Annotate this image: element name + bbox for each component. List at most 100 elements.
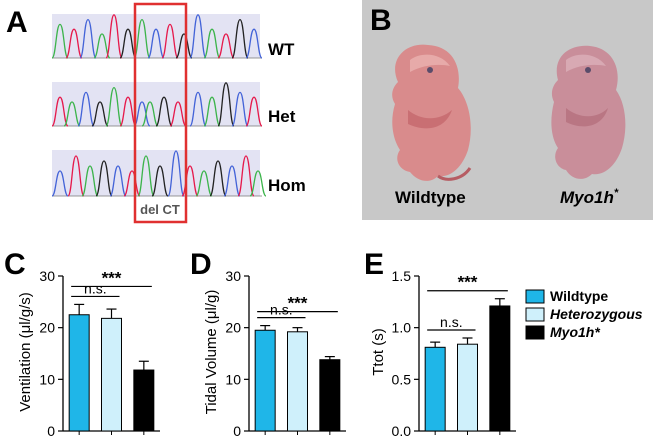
chromatogram-peak — [231, 91, 249, 127]
chromatogram-peak — [105, 86, 123, 127]
chromatogram-peak — [189, 14, 207, 59]
legend: Wildtype Heterozygous Myo1h* — [525, 288, 643, 340]
chromatogram-peak — [181, 165, 199, 197]
chromatogram-peak — [237, 155, 255, 197]
wildtype-pup-image — [392, 44, 472, 181]
panel-b-photo: B Wildtype Myo1h* — [362, 0, 653, 220]
chromatogram-peak — [217, 82, 235, 127]
chromatogram-peak — [51, 23, 69, 59]
chromatogram-peak — [189, 91, 207, 127]
chromatogram-peak — [167, 150, 185, 197]
chromatogram-peak — [91, 101, 109, 127]
chromatogram-peak — [77, 91, 95, 127]
legend-label-mutant: Myo1h* — [550, 324, 600, 340]
mutant-photo-label-superscript: * — [614, 187, 619, 199]
chromatogram-peak — [203, 28, 221, 59]
chromatogram-peak — [147, 28, 165, 59]
chromatogram-peak — [133, 101, 151, 127]
chromatogram-peak — [231, 18, 249, 59]
chromatogram-peak — [209, 160, 227, 197]
legend-swatch-wildtype — [525, 289, 545, 304]
y-tick-label: 1.0 — [392, 320, 412, 336]
y-tick-label: 10 — [39, 371, 55, 387]
chromatogram-peak — [217, 33, 235, 59]
panel-d-letter: D — [190, 248, 212, 281]
bar-wildtype — [424, 346, 446, 432]
chromatogram-peak — [245, 96, 263, 127]
chromatogram-peak — [175, 33, 193, 59]
chromatogram-peak — [169, 101, 187, 127]
chromatogram-peak — [79, 18, 97, 59]
mutant-photo-label: Myo1h* — [560, 187, 619, 207]
bar-wildtype — [254, 329, 276, 432]
panel-e-plot: 0.0 0.5 1.0 1.5 n.s. *** — [392, 268, 516, 439]
panel-a-chromatogram: A del CT WT Het Hom — [6, 2, 306, 224]
bar-myo1h- — [489, 305, 511, 432]
y-tick-label: 0 — [233, 423, 241, 439]
panel-a-letter: A — [6, 6, 28, 39]
chromatogram-peak — [161, 23, 179, 59]
row-label-het: Het — [268, 107, 296, 126]
legend-swatch-heterozygous — [525, 307, 545, 322]
chromatogram-peak — [245, 28, 263, 59]
chromatogram-peak — [67, 155, 85, 197]
legend-swatch-mutant — [525, 325, 545, 340]
significance-label: n.s. — [270, 302, 293, 318]
chromatogram-peak — [119, 28, 137, 59]
panel-e-ylabel: Ttot (s) — [370, 328, 387, 376]
row-label-hom: Hom — [268, 176, 306, 195]
chromatogram-peak — [109, 165, 127, 197]
chromatogram-peak — [65, 28, 83, 59]
y-tick-label: 0.0 — [392, 423, 412, 439]
chromatogram-peak — [203, 96, 221, 127]
chromatogram-shade — [52, 82, 260, 126]
chromatogram-peak — [249, 170, 267, 197]
panel-c-letter: C — [4, 248, 26, 281]
y-tick-label: 30 — [39, 268, 55, 284]
chromatogram-peak — [51, 96, 69, 127]
chromatogram-peak — [93, 33, 111, 59]
row-label-wt: WT — [268, 40, 295, 59]
chromatogram-shade — [52, 14, 260, 58]
chromatogram-peak — [119, 96, 137, 127]
significance-label: *** — [458, 273, 478, 292]
y-tick-label: 20 — [39, 320, 55, 336]
chromatogram-peak — [51, 170, 69, 197]
chromatogram-peak — [155, 96, 173, 127]
significance-label: *** — [288, 294, 308, 313]
chromatogram-peak — [133, 18, 151, 59]
panel-e-chart: E Ttot (s) 0.0 0.5 1.0 1.5 n.s. *** — [364, 248, 516, 439]
bar-heterozygous — [287, 331, 308, 432]
mutant-pup-image — [551, 45, 626, 179]
y-tick-label: 20 — [225, 320, 241, 336]
chromatogram-traces — [51, 14, 267, 197]
chromatogram-peak — [63, 101, 81, 127]
deletion-highlight-box — [133, 2, 188, 224]
bar-heterozygous — [101, 317, 122, 432]
panel-e-letter: E — [364, 248, 384, 281]
mutant-photo-label-main: Myo1h — [560, 188, 614, 207]
panel-d-chart: D Tidal Volume (μl/g) 0 10 20 30 n.s.*** — [190, 248, 346, 439]
significance-label: n.s. — [440, 314, 463, 330]
y-tick-label: 1.5 — [392, 268, 412, 284]
panel-d-plot: 0 10 20 30 n.s.*** — [225, 268, 346, 439]
panel-c-ylabel: Ventilation (μl/g/s) — [17, 292, 34, 412]
panel-d-ylabel: Tidal Volume (μl/g) — [203, 290, 220, 415]
panel-c-chart: C Ventilation (μl/g/s) 0 10 20 30 n.s.*** — [4, 248, 160, 439]
chromatogram-peak — [81, 165, 99, 197]
chromatogram-peak — [223, 165, 241, 197]
legend-label-heterozygous: Heterozygous — [550, 306, 643, 322]
wildtype-photo-label: Wildtype — [395, 188, 466, 207]
deletion-label: del CT — [140, 202, 180, 217]
y-tick-label: 30 — [225, 268, 241, 284]
panel-c-plot: 0 10 20 30 n.s.*** — [39, 268, 160, 439]
bar-heterozygous — [457, 343, 478, 432]
chromatogram-peak — [151, 165, 169, 197]
chromatogram-peak — [105, 14, 123, 59]
chromatogram-peak — [95, 160, 113, 197]
significance-label: n.s. — [84, 280, 107, 296]
chromatogram-peak — [195, 170, 213, 197]
bar-myo1h- — [133, 369, 155, 432]
legend-label-wildtype: Wildtype — [550, 288, 608, 304]
